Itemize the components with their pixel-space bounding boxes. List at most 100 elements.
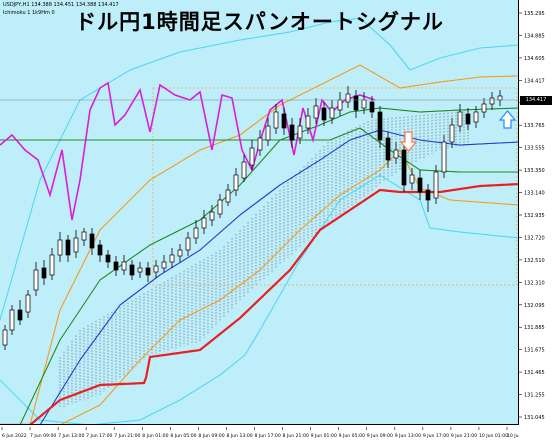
candle-body [329, 107, 335, 119]
candle-body [113, 261, 119, 271]
symbol-info: USDJPY,H1 134.388 134.451 134.388 134.41… [3, 2, 119, 8]
candle-body [2, 329, 8, 346]
candle-body [465, 113, 471, 125]
candle-body [145, 267, 151, 276]
candle-body [409, 174, 415, 184]
time-label: 7 Jun 21:00 [114, 433, 140, 439]
price-label: 131.045 [524, 415, 545, 421]
candle-body [217, 199, 223, 215]
candle-body [89, 233, 95, 249]
candle-body [81, 231, 87, 241]
time-label: 9 Jun 13:00 [395, 433, 421, 439]
time-label: 6 Jun 2022 [2, 433, 27, 439]
candle-body [321, 107, 327, 121]
price-label: 132.095 [524, 303, 545, 309]
candle-body [385, 137, 391, 161]
candle-body [121, 261, 127, 271]
candle-body [353, 95, 359, 111]
candle-body [425, 189, 431, 201]
candle-body [25, 294, 31, 313]
price-label: 132.510 [524, 258, 545, 264]
time-label: 9 Jun 21:00 [451, 433, 477, 439]
candle-body [473, 111, 479, 123]
candle-body [257, 137, 263, 151]
kijun-line [19, 107, 518, 424]
time-label: 9 Jun 17:00 [423, 433, 449, 439]
down-arrow-icon [399, 131, 418, 152]
time-axis-svg: 6 Jun 2022 7 Jun 09:00 7 Jun 13:00 7 Jun 17… [1, 427, 536, 439]
candle-body [169, 254, 175, 263]
candle-body [313, 105, 319, 119]
candle-body [193, 227, 199, 239]
time-label: 9 Jun 05:00 [339, 433, 365, 439]
bb-upper-line [0, 17, 518, 321]
price-label: 133.765 [524, 123, 545, 129]
time-label: 8 Jun 17:00 [255, 433, 281, 439]
range-box [152, 87, 518, 286]
bb-lower-line [0, 174, 518, 424]
candle-body [161, 261, 167, 269]
candle-body [209, 211, 215, 221]
candle-body [337, 99, 343, 111]
candle-body [289, 124, 295, 141]
price-label: 134.417 [524, 78, 545, 84]
candles [2, 86, 503, 350]
price-label: 131.255 [524, 393, 545, 399]
candle-body [481, 103, 487, 113]
candle-body [17, 309, 23, 321]
price-axis-svg: 135.295134.885134.605134.417133.975133.7… [519, 11, 545, 421]
chart-title: ドル円1時間足スパンオートシグナル [75, 10, 444, 34]
candle-body [57, 239, 63, 256]
candle-body [345, 93, 351, 103]
candle-body [273, 111, 279, 129]
up-arrow-icon [498, 110, 517, 129]
price-axis[interactable]: 135.295134.885134.605134.417133.975133.7… [519, 0, 553, 425]
chart-area[interactable]: USDJPY,H1 134.388 134.451 134.388 134.41… [0, 0, 519, 425]
candle-body [201, 217, 207, 229]
candle-body [41, 267, 47, 279]
bb-mid-upper-line [29, 64, 518, 424]
candle-body [417, 177, 423, 193]
time-label: 9 Jun 01:00 [311, 433, 337, 439]
candle-body [377, 111, 383, 141]
time-label: 7 Jun 17:00 [86, 433, 112, 439]
time-axis[interactable]: 6 Jun 2022 7 Jun 09:00 7 Jun 13:00 7 Jun 17… [0, 425, 536, 439]
price-label: 133.555 [524, 146, 545, 152]
candle-body [305, 115, 311, 129]
candle-body [281, 113, 287, 129]
current-price-label: 134.417 [520, 96, 552, 105]
candle-body [249, 147, 255, 166]
candle-body [129, 264, 135, 276]
candle-body [137, 267, 143, 273]
time-label: 8 Jun 05:00 [170, 433, 196, 439]
time-label: 8 Jun 13:00 [226, 433, 252, 439]
time-label: 8 Jun 01:00 [142, 433, 168, 439]
price-label: 132.310 [524, 280, 545, 286]
candle-body [49, 254, 55, 276]
price-label: 135.295 [524, 11, 545, 17]
candle-body [369, 101, 375, 113]
candle-body [441, 141, 447, 173]
chart-svg [0, 17, 518, 424]
ma-line [39, 129, 518, 424]
candle-body [361, 99, 367, 109]
candle-body [393, 149, 399, 159]
price-label: 134.885 [524, 33, 545, 39]
tenkan-line [0, 183, 518, 424]
candle-body [449, 124, 455, 143]
chikou-line [0, 81, 376, 221]
time-label: 10 Jun 01:00 [479, 433, 508, 439]
candle-body [497, 95, 503, 101]
candle-body [73, 237, 79, 253]
candle-body [225, 189, 231, 203]
time-label: 8 Jun 09:00 [198, 433, 224, 439]
candle-body [177, 249, 183, 257]
candle-body [105, 254, 111, 263]
candle-body [185, 237, 191, 251]
candle-body [9, 309, 15, 331]
time-label: 7 Jun 13:00 [58, 433, 84, 439]
price-label: 133.140 [524, 191, 545, 197]
price-label: 131.885 [524, 325, 545, 331]
time-label: 9 Jun 09:00 [367, 433, 393, 439]
